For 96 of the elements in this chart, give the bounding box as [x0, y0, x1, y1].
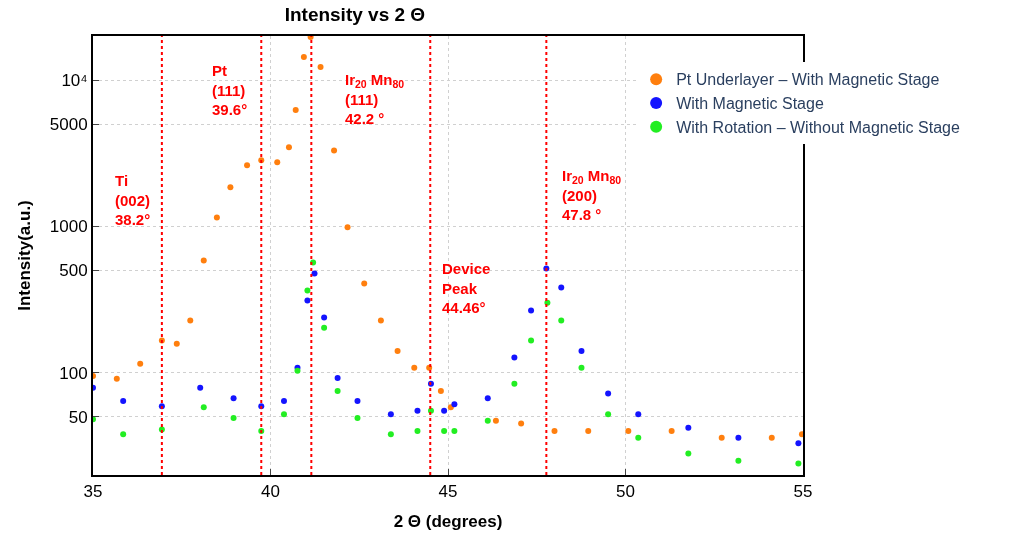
point — [578, 364, 585, 371]
point — [528, 337, 535, 344]
point — [361, 280, 368, 287]
point — [274, 159, 281, 166]
point — [685, 424, 692, 431]
point — [280, 411, 287, 418]
point — [718, 434, 725, 441]
point — [187, 317, 194, 324]
point — [518, 420, 525, 427]
point — [300, 53, 307, 60]
y-tick-label: 100 — [59, 363, 88, 383]
point — [321, 324, 328, 331]
annotation: Pt (111) 39.6° — [212, 62, 248, 118]
point — [492, 417, 499, 424]
point — [120, 431, 127, 438]
y-tick-label: 1000 — [49, 217, 88, 237]
point — [344, 224, 351, 231]
point — [230, 415, 237, 422]
x-tick-label: 35 — [83, 482, 103, 502]
point — [484, 395, 491, 402]
point — [411, 364, 418, 371]
text: Ir$_{20}$ Mn$_{80}$ (111) 42.2 ° — [345, 71, 405, 127]
point — [213, 214, 220, 221]
point — [304, 297, 311, 304]
annotation: Device Peak 44.46° — [442, 260, 491, 316]
point — [230, 395, 237, 402]
point — [394, 347, 401, 354]
point — [137, 360, 144, 367]
point — [528, 307, 535, 314]
x-tick-label: 55 — [793, 482, 813, 502]
point — [227, 184, 234, 191]
point — [511, 380, 518, 387]
point — [292, 107, 299, 114]
y-tick-label: 10⁴ — [61, 71, 88, 90]
y-tick-label: 500 — [59, 261, 88, 281]
point — [311, 270, 318, 277]
point — [441, 427, 448, 434]
legend-label: With Rotation – Without Magnetic Stage — [676, 119, 960, 137]
point — [484, 417, 491, 424]
point — [200, 404, 207, 411]
point — [635, 411, 642, 418]
point — [437, 388, 444, 394]
point — [334, 375, 341, 382]
point — [795, 460, 802, 467]
point — [578, 347, 585, 354]
x-axis-title: 2 Θ (degrees) — [393, 512, 503, 532]
point — [451, 401, 458, 408]
point — [414, 427, 421, 434]
point — [331, 147, 338, 154]
point — [200, 257, 207, 264]
point — [173, 340, 180, 347]
chart-title: Intensity vs 2 Θ — [284, 4, 426, 26]
point — [795, 440, 802, 447]
point — [280, 398, 287, 405]
point — [798, 431, 803, 438]
point — [304, 287, 311, 294]
point — [511, 354, 518, 361]
point — [558, 284, 565, 291]
legend-label: Pt Underlayer – With Magnetic Stage — [676, 71, 940, 89]
point — [768, 434, 775, 441]
point — [625, 427, 632, 434]
x-tick-label: 45 — [438, 482, 458, 502]
point — [387, 431, 394, 438]
point — [635, 434, 642, 441]
y-tick-label: 50 — [68, 407, 88, 427]
point — [197, 384, 204, 391]
annotation: Ir$_{20}$ Mn$_{80}$ (200) 47.8 ° — [562, 167, 622, 223]
point — [605, 411, 612, 418]
point — [354, 415, 361, 422]
point — [551, 427, 558, 434]
point — [377, 317, 384, 324]
point — [414, 407, 421, 414]
y-axis-title: Intensity(a.u.) — [14, 200, 34, 311]
point — [387, 411, 394, 418]
annotation: Ti (002) 38.2° — [115, 172, 151, 228]
point — [441, 407, 448, 414]
y-tick-label: 5000 — [49, 115, 88, 135]
legend-label: With Magnetic Stage — [676, 95, 824, 113]
point — [334, 388, 341, 394]
point — [120, 398, 127, 405]
point — [685, 450, 692, 457]
point — [735, 457, 742, 464]
x-tick-label: 50 — [616, 482, 635, 502]
point — [735, 434, 742, 441]
point — [321, 314, 328, 321]
point — [285, 144, 292, 151]
point — [605, 390, 612, 397]
point — [244, 162, 251, 169]
point — [113, 375, 120, 382]
point — [354, 398, 361, 405]
point — [585, 427, 592, 434]
point — [558, 317, 565, 324]
point — [668, 427, 675, 434]
point — [317, 63, 324, 70]
x-tick-label: 40 — [261, 482, 280, 502]
point — [451, 427, 458, 434]
